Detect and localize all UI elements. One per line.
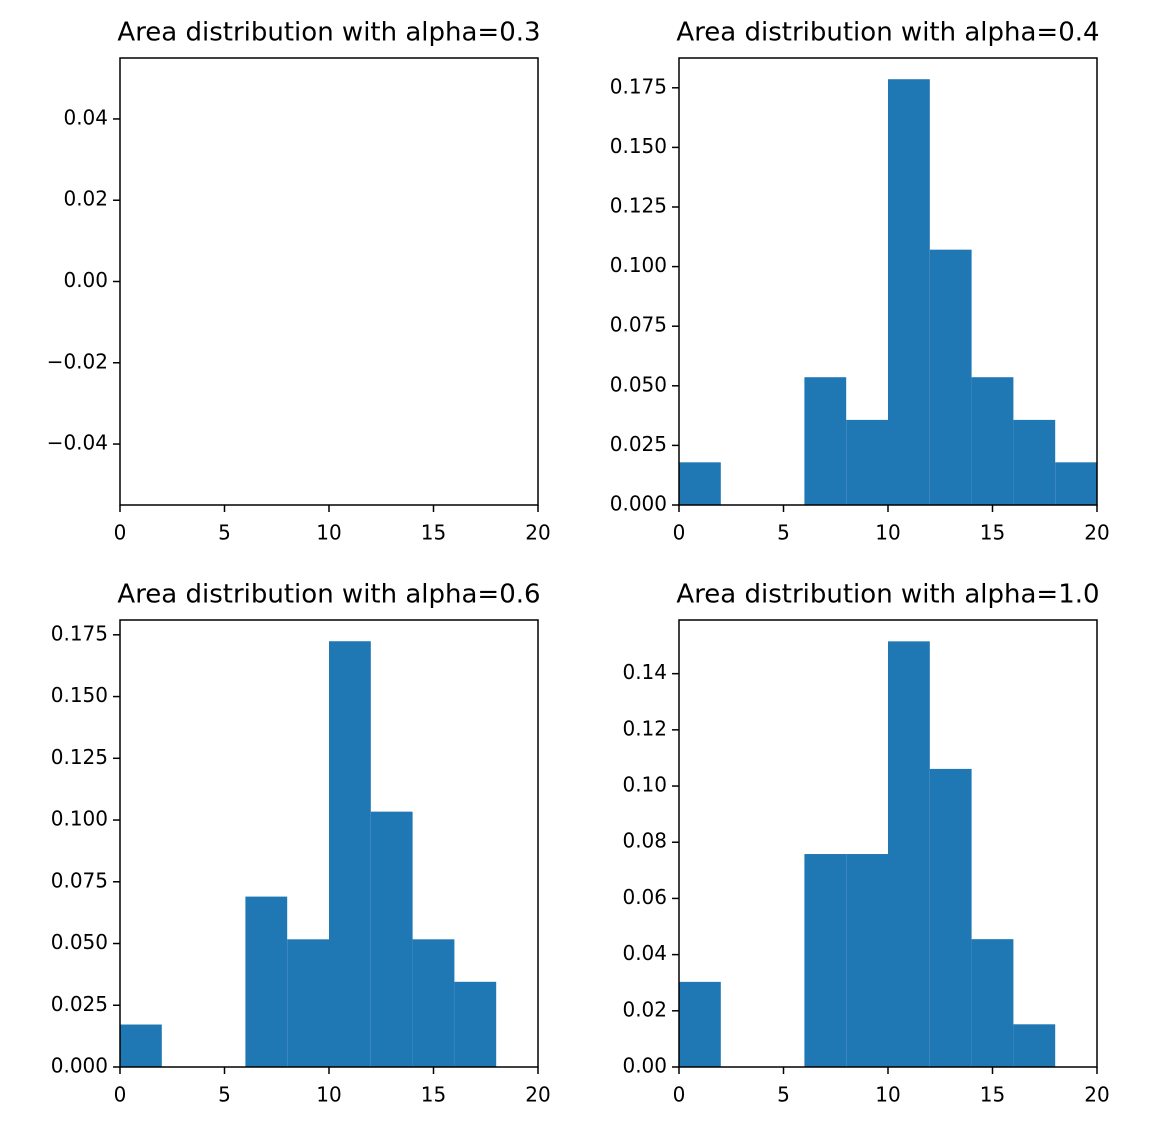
x-tick-label: 15 xyxy=(421,1083,446,1107)
bar xyxy=(888,79,930,506)
x-tick-label: 0 xyxy=(673,1083,686,1107)
y-tick-label: 0.08 xyxy=(622,829,667,853)
y-tick-label: 0.12 xyxy=(622,716,667,740)
y-tick-label: 0.04 xyxy=(63,105,108,129)
y-tick-label: 0.02 xyxy=(622,997,667,1021)
y-tick-label: 0.125 xyxy=(51,745,108,769)
bar xyxy=(1013,1024,1056,1067)
x-tick-label: 20 xyxy=(525,1083,550,1107)
y-tick-label: 0.025 xyxy=(610,432,667,456)
bar xyxy=(971,377,1014,505)
x-tick-label: 5 xyxy=(777,521,790,545)
bar xyxy=(846,854,888,1067)
x-tick-label: 10 xyxy=(316,1083,341,1107)
bar xyxy=(1013,419,1056,505)
x-tick-label: 5 xyxy=(777,1083,790,1107)
chart-title: Area distribution with alpha=0.6 xyxy=(117,580,540,610)
axes-frame xyxy=(119,57,539,506)
x-tick-label: 0 xyxy=(673,521,686,545)
y-tick-label: 0.075 xyxy=(610,313,667,337)
x-tick-label: 20 xyxy=(525,521,550,545)
y-tick-label: 0.050 xyxy=(610,372,667,396)
y-tick-label: 0.075 xyxy=(51,868,108,892)
y-tick-label: 0.150 xyxy=(51,683,108,707)
bar xyxy=(846,419,888,505)
bar xyxy=(929,249,972,505)
y-tick-label: 0.10 xyxy=(622,773,667,797)
chart-title: Area distribution with alpha=0.4 xyxy=(676,18,1099,48)
chart-title: Area distribution with alpha=1.0 xyxy=(676,580,1099,610)
y-tick-label: 0.000 xyxy=(610,492,667,516)
y-tick-label: 0.04 xyxy=(622,941,667,965)
y-tick-label: 0.175 xyxy=(610,74,667,98)
chart-title: Area distribution with alpha=0.3 xyxy=(117,18,540,48)
bar xyxy=(370,811,413,1067)
y-tick-label: 0.00 xyxy=(622,1054,667,1078)
x-tick-label: 5 xyxy=(218,521,231,545)
x-tick-label: 5 xyxy=(218,1083,231,1107)
y-tick-label: 0.125 xyxy=(610,194,667,218)
bar xyxy=(287,939,329,1067)
bar xyxy=(929,768,972,1067)
bar xyxy=(971,939,1014,1067)
x-tick-label: 0 xyxy=(114,521,127,545)
x-tick-label: 20 xyxy=(1084,521,1109,545)
y-tick-label: 0.06 xyxy=(622,885,667,909)
bar xyxy=(329,641,371,1067)
y-tick-label: 0.14 xyxy=(622,660,667,684)
x-tick-label: 20 xyxy=(1084,1083,1109,1107)
y-tick-label: 0.150 xyxy=(610,134,667,158)
y-tick-label: 0.000 xyxy=(51,1054,108,1078)
y-tick-label: 0.175 xyxy=(51,621,108,645)
bar xyxy=(804,377,847,505)
y-tick-label: 0.050 xyxy=(51,930,108,954)
bar xyxy=(679,462,721,505)
x-tick-label: 10 xyxy=(316,521,341,545)
x-tick-label: 0 xyxy=(114,1083,127,1107)
y-tick-label: 0.00 xyxy=(63,268,108,292)
bar xyxy=(1055,462,1097,505)
x-tick-label: 15 xyxy=(980,521,1005,545)
y-tick-label: 0.02 xyxy=(63,187,108,211)
bar xyxy=(679,981,721,1067)
bar xyxy=(412,939,455,1067)
y-tick-label: 0.100 xyxy=(610,253,667,277)
x-tick-label: 15 xyxy=(980,1083,1005,1107)
x-tick-label: 15 xyxy=(421,521,446,545)
bar xyxy=(888,641,930,1067)
bar xyxy=(245,896,288,1067)
x-tick-label: 10 xyxy=(875,521,900,545)
y-tick-label: −0.02 xyxy=(47,349,108,373)
bar xyxy=(454,981,497,1067)
y-tick-label: 0.100 xyxy=(51,807,108,831)
y-tick-label: 0.025 xyxy=(51,992,108,1016)
bar xyxy=(120,1024,162,1067)
y-tick-label: −0.04 xyxy=(47,431,108,455)
x-tick-label: 10 xyxy=(875,1083,900,1107)
bar xyxy=(804,854,847,1067)
